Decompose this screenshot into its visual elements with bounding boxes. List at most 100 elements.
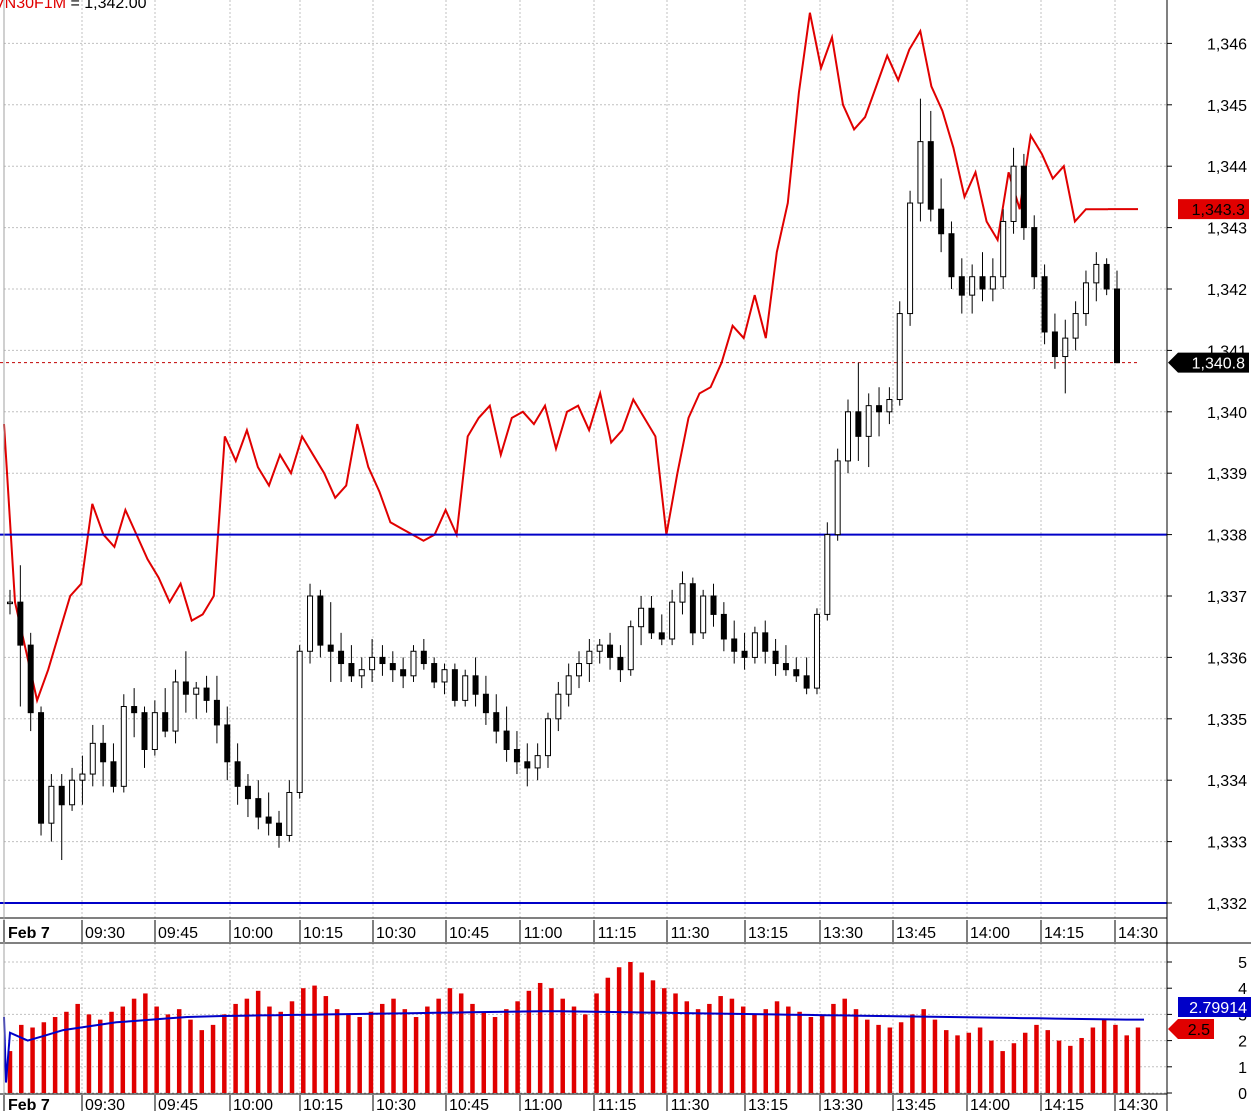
candle-body (379, 656, 386, 665)
candle-body (58, 785, 65, 806)
volume-bar (876, 1024, 881, 1093)
candle (493, 694, 500, 744)
volume-bar (537, 982, 543, 1093)
volume-bar (199, 1030, 205, 1093)
candle (1041, 264, 1048, 345)
candle (213, 675, 220, 744)
last-volume-tag-bg (1168, 1019, 1214, 1039)
candle (669, 589, 676, 646)
candle (969, 264, 976, 314)
time-tick-label: 11:00 (524, 925, 563, 942)
candle (224, 706, 231, 781)
candle-body (669, 601, 676, 640)
candle (1020, 153, 1027, 240)
legend-symbol: VN30F1M (0, 0, 66, 12)
time-tick-label: 14:00 (970, 1097, 1010, 1111)
candle-body (586, 650, 593, 665)
candle-body (772, 650, 779, 665)
chart-legend: VN30F1M = 1,342.00 (0, 0, 147, 12)
volume-bar (695, 1009, 701, 1093)
volume-bar (932, 1019, 938, 1093)
candle-body (731, 638, 738, 652)
candle (782, 645, 789, 676)
candle-body (638, 607, 645, 628)
volume-bar (154, 1006, 159, 1093)
candle-body (513, 749, 520, 763)
volume-bar (391, 998, 396, 1093)
volume-bar (222, 1014, 227, 1093)
candle-body (751, 632, 758, 658)
time-tick-label: 10:00 (233, 1097, 273, 1111)
candle (203, 675, 210, 713)
candle-body (555, 693, 562, 720)
time-tick-label: 13:30 (823, 1097, 863, 1111)
time-tick-label: 14:15 (1044, 1097, 1084, 1111)
time-axis-main: Feb 7 09:30 09:45 10:00 10:15 10:30 10:45 11:00… (3, 920, 1158, 942)
volume-tick-label: 4 (1238, 981, 1247, 998)
price-tick-label: 1,336 (1207, 650, 1247, 667)
volume-bar (549, 988, 554, 1093)
candle-body (7, 601, 13, 605)
candle (503, 706, 510, 762)
candle (338, 632, 345, 682)
volume-bar (368, 1011, 374, 1093)
candle (544, 712, 551, 768)
volume-bar (425, 1006, 430, 1093)
legend-value: 1,342.00 (84, 0, 146, 12)
candle-body (689, 583, 696, 634)
candle (865, 393, 872, 468)
candle (989, 258, 996, 302)
volume-bar (786, 1006, 791, 1093)
volume-bar (684, 1001, 690, 1093)
candle (855, 362, 862, 461)
price-tick-label: 1,338 (1207, 528, 1247, 545)
candle (38, 706, 45, 836)
candle-body (710, 595, 717, 615)
volume-bar (278, 1011, 283, 1093)
volume-bar (7, 1051, 13, 1093)
red-series-line (3, 12, 1108, 704)
price-tick-label: 1,335 (1207, 712, 1247, 729)
volume-bar (176, 1009, 182, 1093)
candle (720, 602, 727, 652)
candle-body (741, 650, 748, 658)
time-tick-label: 10:00 (233, 925, 273, 942)
volume-bar (402, 1009, 408, 1093)
candle (358, 657, 365, 689)
candle-body (275, 822, 282, 836)
candle-body (534, 755, 541, 769)
candle (348, 645, 355, 682)
price-tick-label: 1,343 (1207, 221, 1247, 238)
time-tick-label: 13:45 (896, 1097, 936, 1111)
volume-bar (887, 1027, 893, 1093)
volume-bar (808, 1017, 814, 1093)
candle (845, 399, 852, 474)
candle-body (327, 644, 334, 652)
candle (1093, 252, 1100, 302)
candle-body (213, 699, 220, 726)
volume-bar (831, 1003, 836, 1093)
last-volume-tag: 2.5 (1188, 1022, 1210, 1039)
candle (772, 638, 779, 676)
volume-bar (955, 1035, 960, 1093)
time-tick-label: 13:15 (748, 925, 788, 942)
candle (69, 767, 76, 811)
volume-average-layer (3, 1010, 1144, 1083)
volume-bar (210, 1024, 216, 1093)
candle (162, 688, 169, 738)
price-tick-label: 1,345 (1207, 98, 1247, 115)
volume-bar (379, 1003, 385, 1093)
candle-body (151, 712, 158, 750)
volume-bar (616, 967, 622, 1093)
candle (420, 638, 427, 670)
candle (451, 663, 458, 707)
candle (762, 620, 769, 664)
candle (948, 221, 955, 289)
volume-bar (255, 990, 261, 1093)
candle-body (17, 601, 24, 646)
candle-body (938, 208, 945, 235)
candle (1082, 270, 1089, 326)
candle-body (255, 798, 262, 818)
candle (648, 596, 655, 639)
time-tick-label: 09:45 (158, 1097, 198, 1111)
